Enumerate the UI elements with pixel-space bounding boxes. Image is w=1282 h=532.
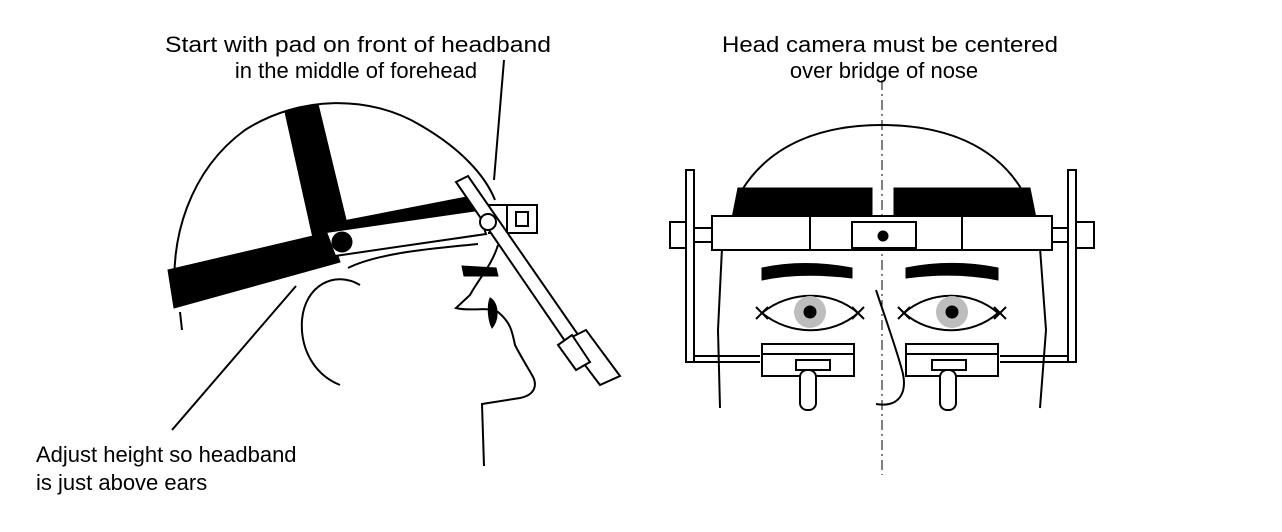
side-view — [167, 102, 622, 467]
front-post-left — [685, 169, 695, 363]
height-label-line1: Adjust height so headband — [36, 442, 297, 467]
front-clamp-left-inner — [795, 359, 831, 371]
front-camera-dot — [877, 230, 889, 242]
front-bracket-right — [1000, 355, 1076, 363]
height-leader-line — [171, 285, 297, 431]
side-arm-end — [564, 328, 622, 387]
height-label-line2: is just above ears — [36, 470, 207, 495]
side-top-strap — [284, 103, 349, 239]
pad-label-line1: Start with pad on front of headband — [165, 32, 551, 57]
side-camera-lens — [515, 211, 529, 227]
front-nose — [875, 289, 905, 406]
front-face-left — [716, 247, 723, 409]
front-pad-left — [731, 187, 873, 219]
side-head-back-stub — [179, 311, 183, 331]
front-face-right — [1039, 247, 1048, 409]
front-eye-camera-left — [799, 369, 817, 411]
front-bracket-left — [686, 355, 760, 363]
front-post-right — [1067, 169, 1077, 363]
side-arm-pivot — [479, 213, 497, 231]
side-back-strap — [167, 231, 341, 309]
side-shadow-curve — [347, 243, 479, 269]
side-pivot-dot — [331, 231, 353, 253]
side-pivot-bar — [324, 208, 488, 258]
side-arm-clip — [556, 333, 592, 372]
front-eyebrow-right — [905, 263, 999, 281]
front-eyebrow-left — [761, 263, 853, 281]
side-ear — [300, 278, 361, 386]
side-face-profile — [454, 244, 536, 467]
front-knob-right — [1075, 221, 1095, 249]
front-pupil-left — [803, 305, 817, 319]
pad-leader-line — [493, 59, 505, 181]
front-eye-right-corners — [897, 306, 1007, 320]
front-view — [669, 80, 1095, 475]
side-head-outline — [173, 102, 496, 303]
pad-label-line2: in the middle of forehead — [235, 58, 477, 83]
front-head-top — [741, 123, 1023, 191]
side-eyebrow — [461, 265, 499, 277]
front-clamp-right-inner — [931, 359, 967, 371]
front-pad-right — [893, 187, 1037, 219]
front-eye-camera-right — [939, 369, 957, 411]
front-pupil-right — [945, 305, 959, 319]
front-eye-left-corners — [755, 306, 865, 320]
camera-label-line2: over bridge of nose — [790, 58, 978, 83]
camera-label-line1: Head camera must be centered — [722, 32, 1058, 57]
front-eye-right — [902, 294, 1000, 332]
side-eye — [487, 297, 498, 329]
